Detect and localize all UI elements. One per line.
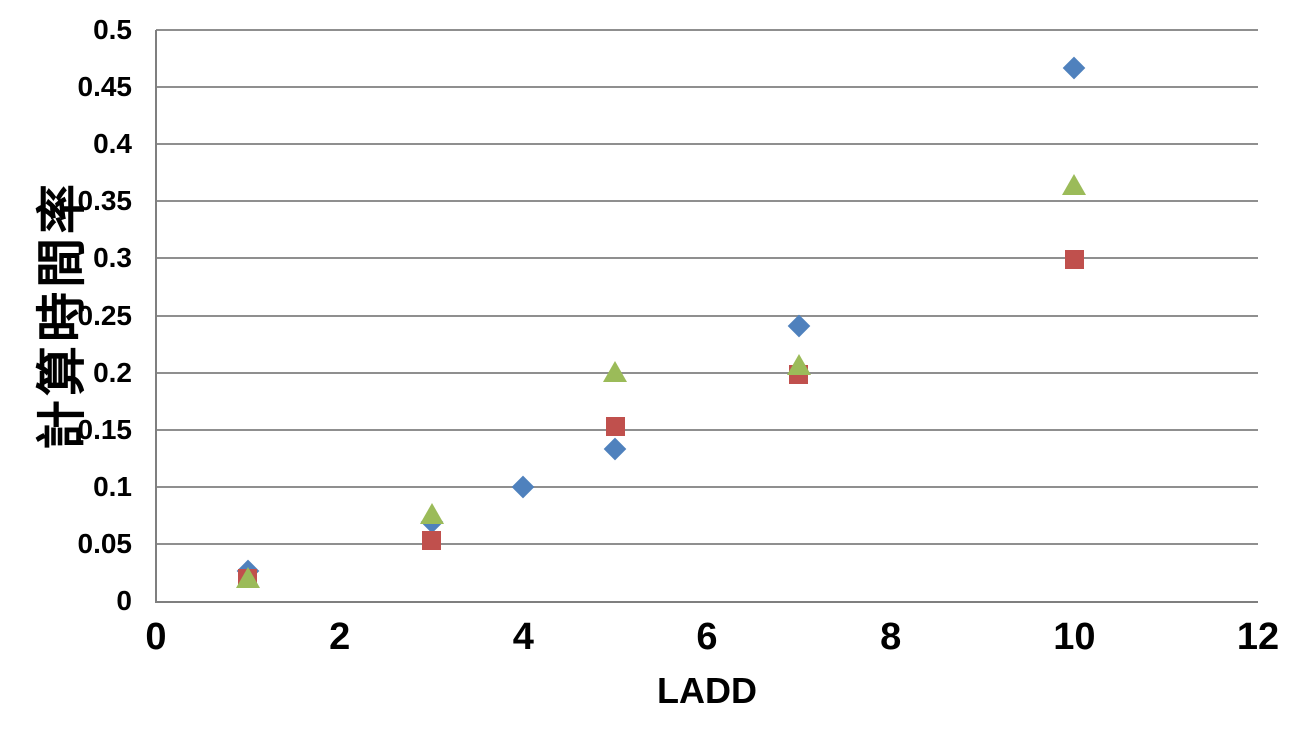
y-tick-label: 0.1	[93, 470, 132, 502]
plot-area	[156, 29, 1258, 601]
y-tick-label: 0.05	[77, 527, 133, 559]
red-square-series-point	[422, 530, 441, 550]
gridline	[156, 485, 1258, 488]
x-tick-label: 10	[1053, 616, 1096, 658]
x-tick-label: 12	[1236, 616, 1280, 658]
blue-diamond-series-point	[787, 314, 811, 338]
blue-diamond-series-point	[603, 437, 627, 461]
y-tick-label: 0.3	[93, 242, 132, 274]
green-triangle-series-point	[603, 360, 628, 382]
gridline	[156, 428, 1258, 431]
y-tick-label: 0.2	[93, 356, 132, 388]
y-tick-label: 0.35	[77, 185, 133, 217]
y-tick-label: 0.5	[93, 14, 132, 45]
green-triangle-series-point	[235, 566, 260, 588]
x-axis-line	[155, 601, 1258, 603]
gridline	[156, 371, 1258, 374]
y-tick-label: 0.4	[93, 128, 132, 160]
y-axis-line	[155, 30, 157, 603]
gridline	[156, 542, 1258, 545]
y-tick-label: 0	[116, 585, 132, 616]
green-triangle-series-point	[419, 502, 444, 524]
x-tick-label: 0	[145, 616, 167, 658]
gridline	[156, 143, 1258, 146]
green-triangle-series-point	[786, 354, 811, 376]
gridline	[156, 200, 1258, 203]
gridline	[156, 314, 1258, 317]
y-tick-label: 0.45	[77, 71, 133, 103]
blue-diamond-series-point	[1063, 56, 1086, 79]
green-triangle-series-point	[1062, 173, 1087, 195]
gridline	[156, 257, 1258, 260]
gridline	[156, 29, 1258, 31]
y-tick-label: 0.25	[77, 299, 133, 331]
y-tick-label: 0.15	[77, 413, 133, 445]
gridline	[156, 86, 1258, 89]
x-tick-label: 8	[880, 616, 902, 658]
blue-diamond-series-point	[512, 475, 535, 499]
red-square-series-point	[605, 416, 625, 436]
x-tick-label: 6	[696, 616, 718, 658]
x-axis-title: LADD	[657, 670, 757, 711]
x-tick-label: 2	[329, 616, 351, 658]
x-tick-label: 4	[512, 616, 534, 658]
red-square-series-point	[1064, 250, 1084, 270]
